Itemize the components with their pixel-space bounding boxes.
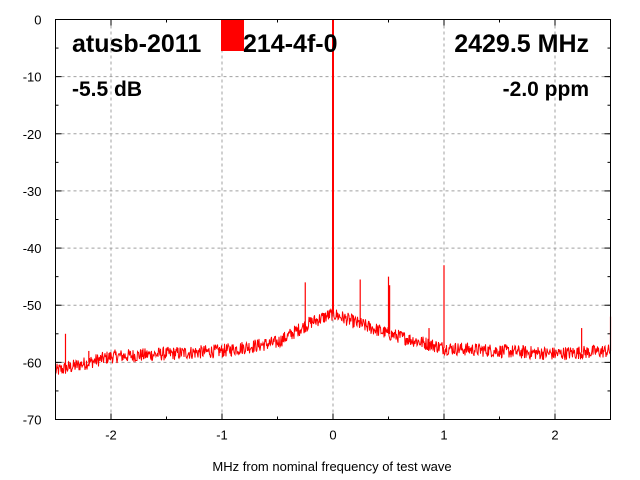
y-tick-label: -60 <box>23 355 42 370</box>
x-axis-label: MHz from nominal frequency of test wave <box>212 459 451 474</box>
x-tick-label: -2 <box>105 428 117 443</box>
title-left: atusb-2011 <box>72 30 201 58</box>
red-marker-box <box>221 20 244 51</box>
plot-border <box>55 19 611 420</box>
x-tick-label: 1 <box>440 428 447 443</box>
y-tick-label: -50 <box>23 298 42 313</box>
frequency-label: 2429.5 MHz <box>454 30 589 58</box>
y-tick-label: -20 <box>23 127 42 142</box>
x-tick-label: 0 <box>329 428 336 443</box>
y-tick-label: -10 <box>23 70 42 85</box>
y-tick-label: 0 <box>34 13 41 28</box>
y-tick-label: -40 <box>23 241 42 256</box>
grid <box>55 19 611 420</box>
ppm-label: -2.0 ppm <box>503 78 589 101</box>
y-tick-label: -70 <box>23 413 42 428</box>
x-tick-label: -1 <box>216 428 228 443</box>
spikes <box>64 19 612 369</box>
level-label: -5.5 dB <box>72 78 142 101</box>
title-right-fragment: 214-4f-0 <box>243 30 338 58</box>
y-tick-label: -30 <box>23 184 42 199</box>
x-tick-label: 2 <box>551 428 558 443</box>
